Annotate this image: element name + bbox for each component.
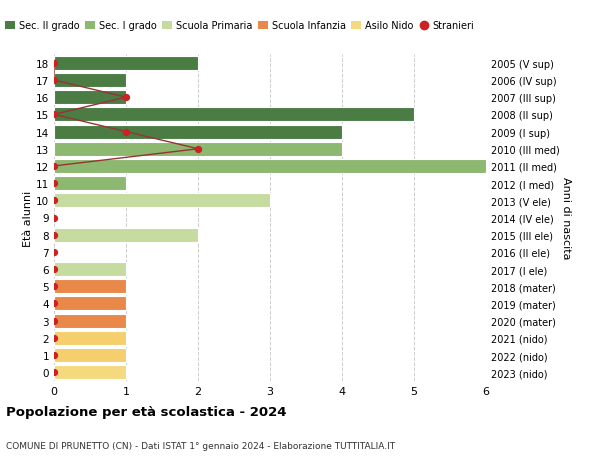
- Text: Popolazione per età scolastica - 2024: Popolazione per età scolastica - 2024: [6, 405, 287, 418]
- Point: [49, 180, 59, 187]
- Legend: Sec. II grado, Sec. I grado, Scuola Primaria, Scuola Infanzia, Asilo Nido, Stran: Sec. II grado, Sec. I grado, Scuola Prim…: [1, 17, 479, 35]
- Point: [49, 369, 59, 376]
- Point: [49, 197, 59, 205]
- Bar: [54, 74, 126, 88]
- Point: [49, 60, 59, 67]
- Bar: [54, 194, 270, 208]
- Point: [49, 214, 59, 222]
- Point: [49, 249, 59, 256]
- Point: [49, 283, 59, 290]
- Bar: [54, 348, 126, 362]
- Point: [193, 146, 203, 153]
- Point: [49, 77, 59, 84]
- Point: [121, 129, 131, 136]
- Bar: [54, 56, 198, 71]
- Bar: [54, 142, 342, 157]
- Point: [49, 300, 59, 308]
- Point: [49, 112, 59, 119]
- Bar: [54, 297, 126, 311]
- Bar: [54, 228, 198, 242]
- Bar: [54, 108, 414, 122]
- Bar: [54, 365, 126, 380]
- Bar: [54, 314, 126, 328]
- Bar: [54, 125, 342, 139]
- Point: [49, 352, 59, 359]
- Bar: [54, 177, 126, 191]
- Bar: [54, 263, 126, 276]
- Text: COMUNE DI PRUNETTO (CN) - Dati ISTAT 1° gennaio 2024 - Elaborazione TUTTITALIA.I: COMUNE DI PRUNETTO (CN) - Dati ISTAT 1° …: [6, 441, 395, 450]
- Point: [49, 317, 59, 325]
- Point: [49, 335, 59, 342]
- Point: [49, 231, 59, 239]
- Point: [49, 163, 59, 170]
- Bar: [54, 331, 126, 345]
- Y-axis label: Età alunni: Età alunni: [23, 190, 33, 246]
- Bar: [54, 91, 126, 105]
- Y-axis label: Anni di nascita: Anni di nascita: [561, 177, 571, 259]
- Point: [49, 266, 59, 273]
- Bar: [54, 160, 486, 174]
- Point: [121, 94, 131, 101]
- Bar: [54, 280, 126, 294]
